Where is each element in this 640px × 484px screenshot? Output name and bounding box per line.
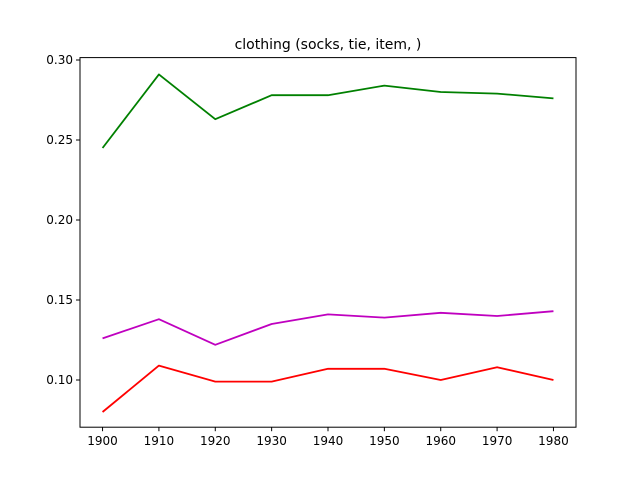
y-tick-label: 0.30 [46, 53, 73, 67]
x-tick-label: 1980 [538, 434, 569, 448]
series-line-0 [101, 73, 554, 149]
y-tick-label: 0.25 [46, 133, 73, 147]
series-line-1 [102, 310, 554, 346]
y-tick-label: 0.20 [46, 213, 73, 227]
x-tick-label: 1910 [144, 434, 175, 448]
x-tick-label: 1940 [313, 434, 344, 448]
x-tick-label: 1960 [425, 434, 456, 448]
y-tick-label: 0.10 [46, 373, 73, 387]
axes-layer: 1900 1910 1920 1930 1940 1950 1960 1970 1980 0.10… [46, 53, 568, 448]
plot-area-frame [79, 57, 577, 428]
x-tick-label: 1950 [369, 434, 400, 448]
y-tick-label: 0.15 [46, 293, 73, 307]
x-tick-label: 1930 [256, 434, 287, 448]
x-tick-label: 1900 [87, 434, 118, 448]
series-line-2 [101, 364, 554, 413]
series-layer [101, 73, 554, 413]
x-tick-label: 1970 [482, 434, 513, 448]
chart-title: clothing (socks, tie, item, ) [235, 37, 422, 53]
x-tick-label: 1920 [200, 434, 231, 448]
